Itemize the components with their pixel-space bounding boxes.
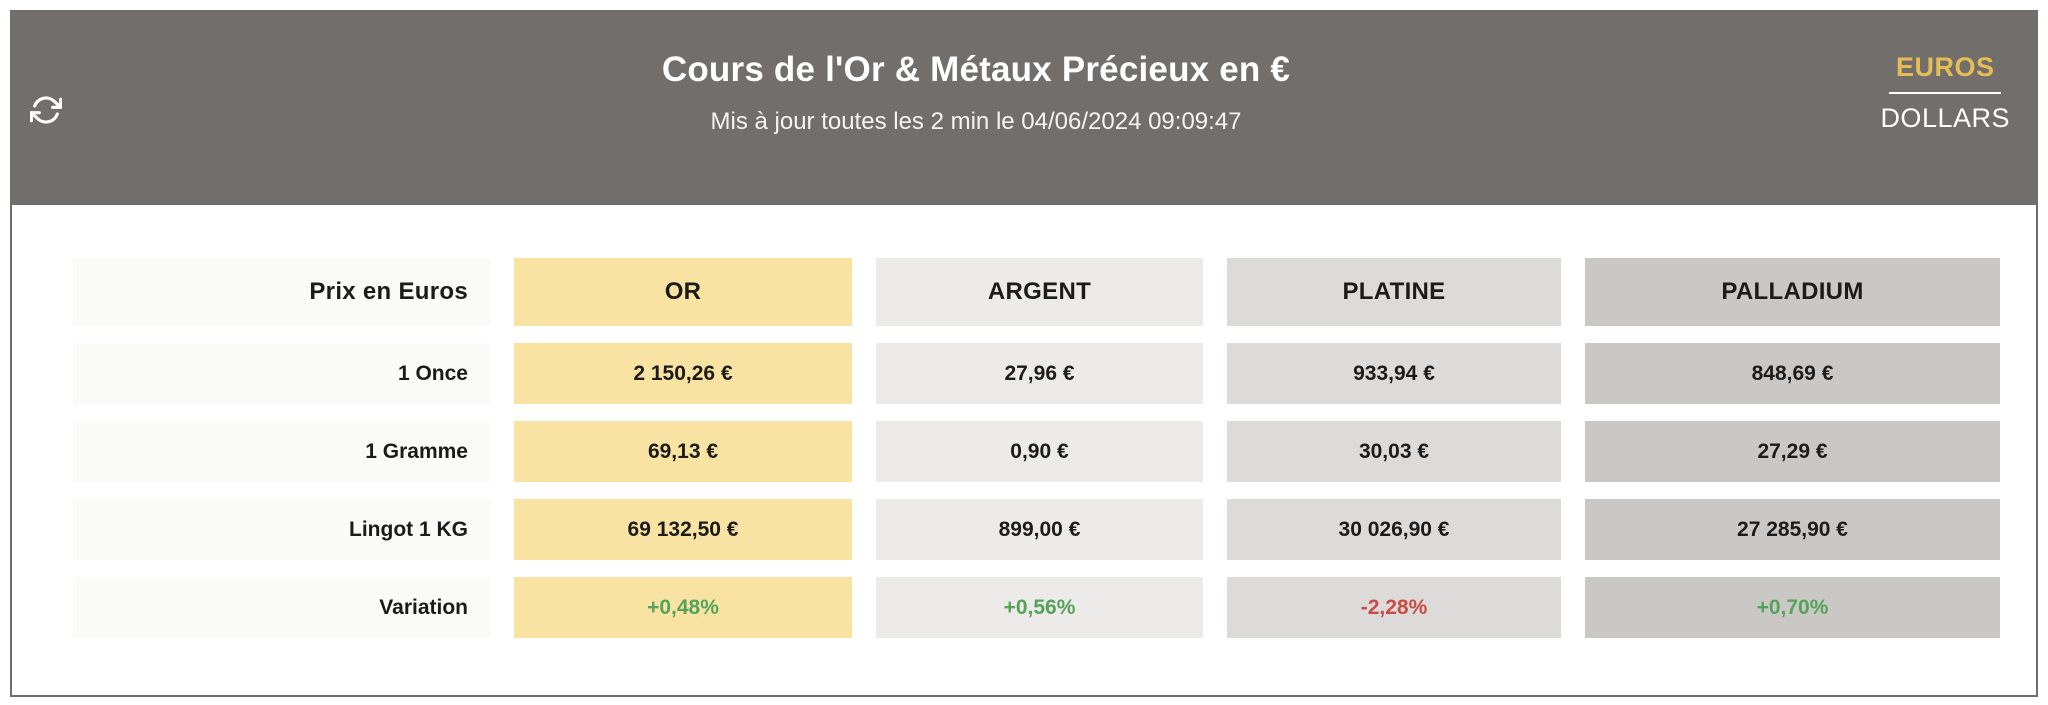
currency-euros-tab[interactable]: EUROS (1895, 52, 1995, 82)
currency-toggle: EUROS DOLLARS (1880, 52, 2010, 134)
col-header-argent: ARGENT (876, 258, 1203, 326)
cell-variation-platine: -2,28% (1227, 577, 1561, 638)
currency-toggle-divider (1889, 92, 2002, 94)
cell-variation-palladium: +0,70% (1585, 577, 2000, 638)
row-label-lingot: Lingot 1 KG (73, 499, 490, 560)
cell-variation-argent: +0,56% (876, 577, 1203, 638)
page-title: Cours de l'Or & Métaux Précieux en € (661, 50, 1291, 89)
col-header-platine: PLATINE (1227, 258, 1561, 326)
row-label-once: 1 Once (73, 343, 490, 404)
refresh-icon (29, 94, 63, 131)
corner-label: Prix en Euros (73, 258, 490, 326)
col-header-or: OR (514, 258, 852, 326)
row-label-variation: Variation (73, 577, 490, 638)
currency-dollars-tab[interactable]: DOLLARS (1880, 103, 2010, 133)
cell-lingot-platine: 30 026,90 € (1227, 499, 1561, 560)
cell-lingot-argent: 899,00 € (876, 499, 1203, 560)
row-label-gramme: 1 Gramme (73, 421, 490, 482)
cell-gramme-palladium: 27,29 € (1585, 421, 2000, 482)
price-table: Prix en Euros OR ARGENT PLATINE PALLADIU… (12, 205, 2036, 638)
col-header-palladium: PALLADIUM (1585, 258, 2000, 326)
cell-gramme-or: 69,13 € (514, 421, 852, 482)
cell-lingot-palladium: 27 285,90 € (1585, 499, 2000, 560)
cell-once-argent: 27,96 € (876, 343, 1203, 404)
cell-once-palladium: 848,69 € (1585, 343, 2000, 404)
cell-variation-or: +0,48% (514, 577, 852, 638)
gold-price-widget: Cours de l'Or & Métaux Précieux en € Mis… (10, 10, 2038, 697)
cell-once-platine: 933,94 € (1227, 343, 1561, 404)
cell-gramme-argent: 0,90 € (876, 421, 1203, 482)
cell-gramme-platine: 30,03 € (1227, 421, 1561, 482)
cell-once-or: 2 150,26 € (514, 343, 852, 404)
widget-header: Cours de l'Or & Métaux Précieux en € Mis… (12, 12, 2036, 205)
last-updated-text: Mis à jour toutes les 2 min le 04/06/202… (710, 108, 1242, 135)
cell-lingot-or: 69 132,50 € (514, 499, 852, 560)
refresh-button[interactable] (28, 94, 64, 130)
